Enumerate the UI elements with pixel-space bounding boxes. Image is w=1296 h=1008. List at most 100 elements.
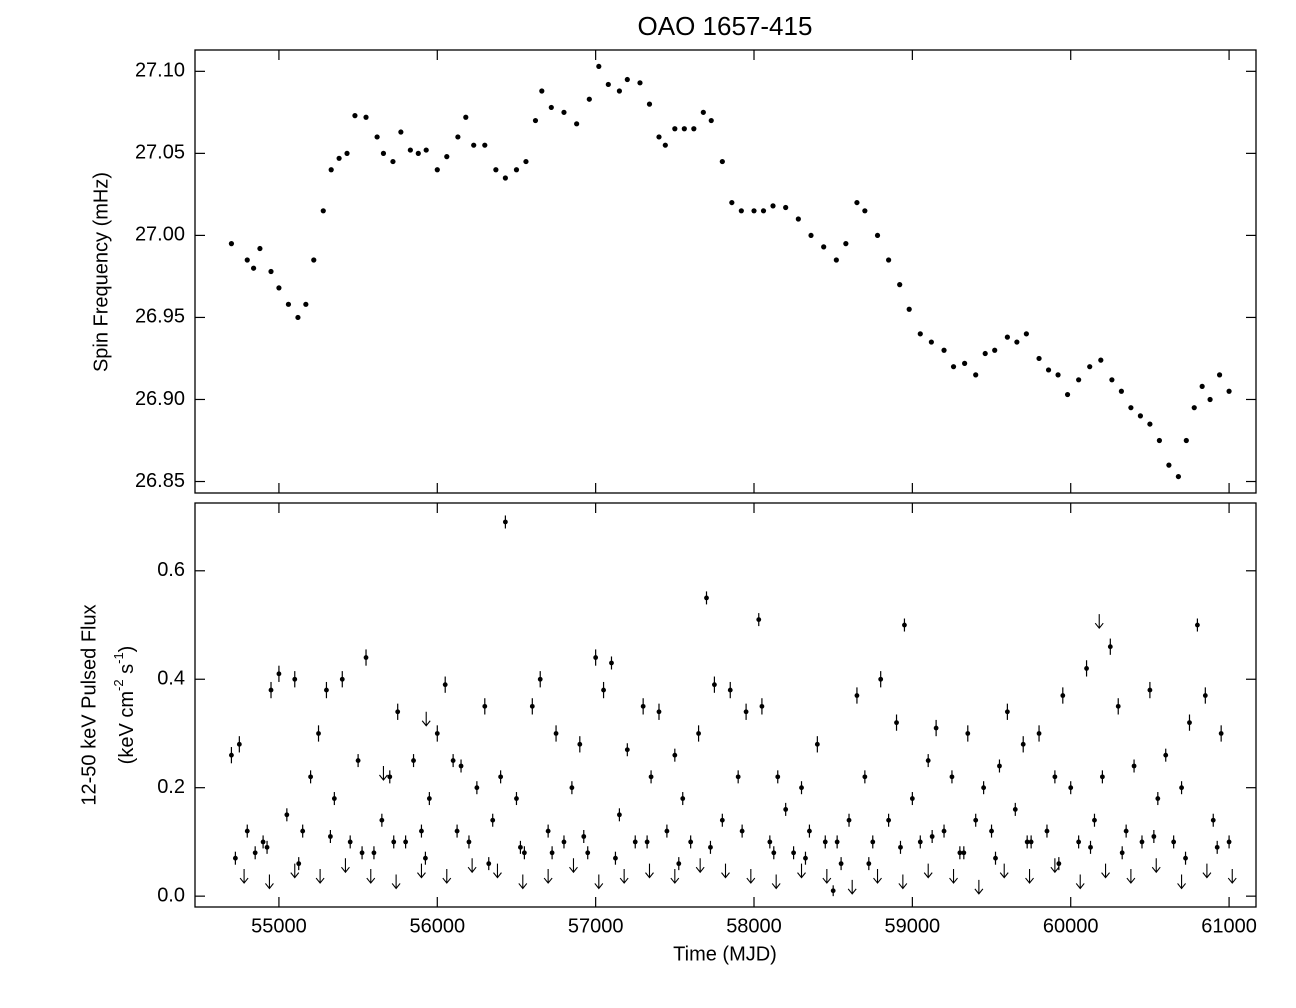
x-tick-label: 61000 — [1201, 915, 1257, 937]
data-point — [553, 731, 559, 736]
data-point — [708, 117, 714, 124]
upper-limit-arrow — [999, 863, 1009, 879]
data-point — [1183, 437, 1189, 444]
y-tick-label: 27.05 — [135, 142, 185, 164]
data-point — [696, 731, 701, 736]
data-point — [1226, 388, 1232, 394]
plot-frame — [194, 502, 1257, 908]
data-point — [434, 167, 440, 173]
upper-limit-arrow — [569, 858, 578, 874]
data-point — [1092, 817, 1097, 823]
data-point — [688, 839, 694, 845]
data-point — [941, 347, 947, 353]
data-point — [1155, 796, 1161, 801]
data-point — [704, 595, 709, 601]
data-point — [834, 839, 840, 845]
data-point — [1024, 839, 1030, 845]
y-axis-label: Spin Frequency (mHz) — [90, 172, 112, 372]
data-point — [1202, 693, 1208, 698]
data-point — [1115, 703, 1121, 709]
upper-limit-arrow — [391, 874, 401, 890]
data-point — [284, 812, 290, 818]
data-point — [1020, 741, 1026, 747]
data-point — [264, 844, 270, 850]
data-point — [486, 861, 492, 867]
data-point — [973, 372, 979, 378]
data-point — [729, 199, 735, 206]
data-point — [458, 763, 464, 769]
upper-limit-arrow — [721, 863, 730, 879]
data-point — [331, 796, 337, 801]
data-point — [292, 676, 298, 682]
data-point — [770, 203, 776, 209]
data-point — [252, 850, 258, 856]
data-point — [843, 241, 849, 247]
y-tick-label: 27.00 — [135, 224, 185, 246]
x-tick-label: 60000 — [1043, 915, 1099, 937]
data-point — [395, 709, 401, 715]
data-point — [561, 839, 567, 845]
data-point — [415, 150, 421, 156]
data-point — [257, 245, 263, 252]
data-point — [1183, 855, 1188, 861]
data-point — [549, 850, 555, 856]
data-point — [672, 126, 678, 132]
data-point — [593, 655, 599, 660]
data-point — [1052, 774, 1058, 780]
upper-limit-arrow — [239, 869, 249, 884]
upper-limit-arrow — [493, 863, 502, 879]
data-point — [339, 676, 345, 682]
data-point — [285, 301, 292, 307]
data-point — [426, 796, 432, 801]
upper-limit-arrow — [467, 858, 477, 874]
data-point — [359, 850, 365, 856]
data-point — [423, 855, 428, 861]
data-point — [866, 861, 872, 867]
data-point — [1087, 364, 1093, 370]
data-point — [897, 282, 903, 288]
y-tick-label: 0.6 — [157, 559, 185, 581]
data-point — [1099, 774, 1105, 780]
data-point — [941, 828, 947, 834]
data-point — [1123, 828, 1129, 834]
y-tick-label: 26.95 — [135, 306, 185, 328]
data-point — [537, 676, 543, 682]
data-point — [1175, 473, 1182, 480]
data-point — [1171, 839, 1177, 845]
data-point — [355, 758, 361, 763]
upper-limit-arrow — [594, 874, 604, 890]
data-point — [981, 785, 987, 791]
data-point — [336, 155, 342, 161]
data-point — [617, 812, 622, 818]
data-point — [1156, 437, 1163, 444]
data-point — [1210, 817, 1216, 823]
data-point — [1139, 839, 1145, 845]
data-point — [577, 741, 583, 747]
data-point — [411, 758, 416, 763]
data-point — [735, 774, 741, 780]
data-point — [539, 88, 545, 94]
upper-limit-arrow — [379, 766, 388, 781]
y-tick-label: 0.4 — [157, 668, 185, 690]
data-point — [846, 817, 852, 823]
data-point — [874, 232, 881, 239]
data-point — [1004, 709, 1010, 715]
x-tick-label: 57000 — [568, 915, 624, 937]
data-point — [1216, 372, 1223, 378]
data-point — [894, 720, 899, 726]
data-point — [1226, 839, 1232, 845]
data-point — [1064, 391, 1071, 398]
data-point — [783, 806, 789, 812]
data-point — [1055, 372, 1061, 378]
upper-limit-arrow — [366, 869, 376, 884]
data-point — [1098, 357, 1104, 363]
data-point — [523, 158, 529, 165]
data-point — [601, 687, 606, 693]
x-tick-label: 55000 — [251, 915, 307, 937]
data-point — [646, 101, 653, 107]
upper-limit-arrow — [315, 869, 325, 884]
data-point — [303, 301, 309, 307]
data-point — [442, 682, 448, 688]
data-point — [902, 622, 907, 628]
data-point — [260, 839, 266, 845]
